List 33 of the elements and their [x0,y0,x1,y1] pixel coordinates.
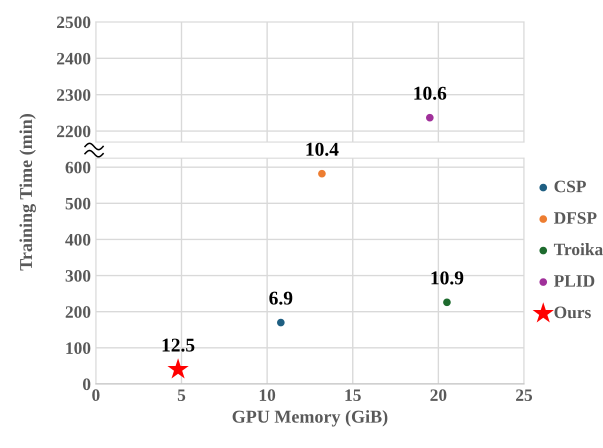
y-tick-label: 100 [66,342,90,354]
y-tick-label: 500 [66,198,90,210]
y-axis-title: Training Time (min) [19,114,36,270]
y-tick-label: 400 [65,234,90,246]
x-tick-label: 5 [178,389,186,402]
annotation: 10.4 [306,142,339,156]
annotation: 12.5 [162,338,194,352]
y-tick-label: 2300 [57,89,90,101]
y-tick-label: 200 [66,306,90,318]
point [443,298,451,306]
y-tick-label: 2400 [57,52,90,65]
point [277,318,285,326]
point [318,170,326,178]
legend-label: Troika [554,243,603,256]
legend-label: Ours [554,306,591,318]
x-tick-label: 25 [516,389,532,402]
y-tick-label: 300 [66,270,90,282]
annotation: 6.9 [269,292,292,305]
x-tick-label: 15 [345,389,361,402]
point [167,358,189,379]
legend-label: CSP [554,180,586,192]
x-tick-label: 10 [260,389,276,402]
x-tick-label: 0 [92,389,100,402]
legend-label: DFSP [554,212,597,224]
annotation: 10.6 [414,86,446,100]
legend-label: PLID [554,275,594,287]
y-tick-label: 2200 [57,126,90,138]
x-axis-title: GPU Memory (GiB) [232,410,388,427]
y-tick-label: 0 [82,378,90,390]
y-tick-label: 2500 [57,16,90,28]
y-tick-label: 600 [66,162,90,174]
x-tick-label: 20 [430,389,446,402]
annotation: 10.9 [431,271,464,285]
